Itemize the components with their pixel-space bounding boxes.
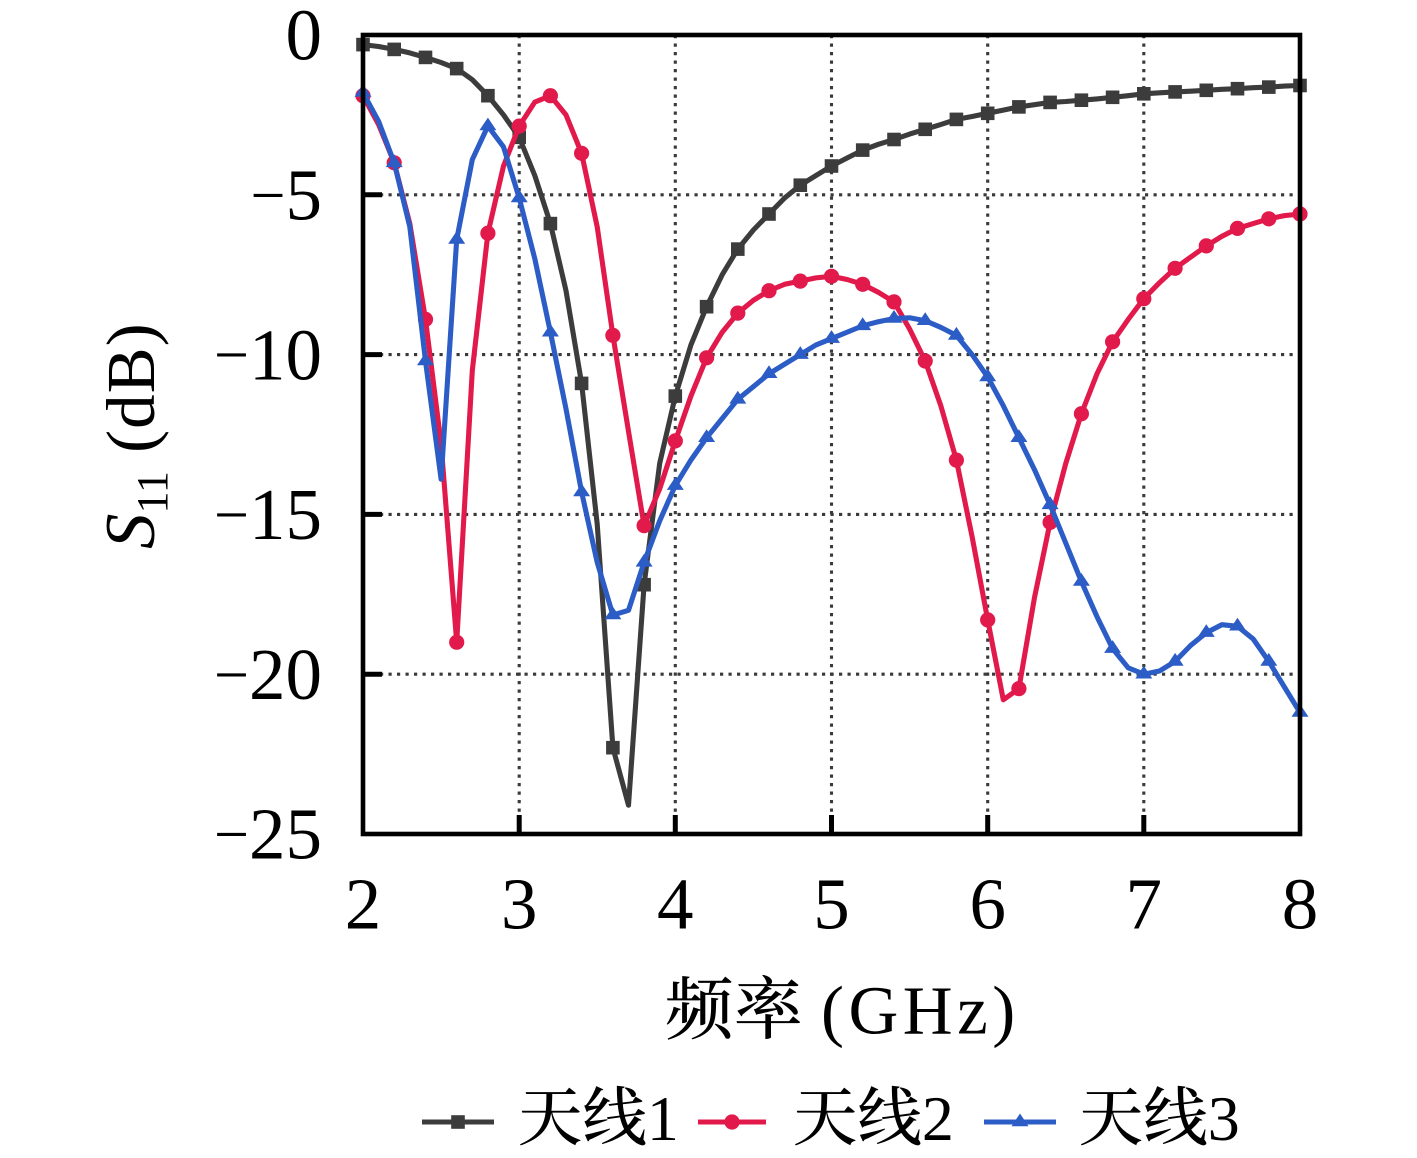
svg-text:−25: −25 [214,794,322,875]
svg-text:2: 2 [922,1083,954,1154]
svg-text:3: 3 [501,864,538,945]
svg-text:3: 3 [1208,1083,1240,1154]
svg-text:1: 1 [647,1083,679,1154]
svg-text:S11 (dB): S11 (dB) [92,322,177,549]
svg-text:0: 0 [286,0,323,76]
svg-text:−20: −20 [214,634,322,715]
svg-text:5: 5 [813,864,850,945]
svg-text:(GHz): (GHz) [821,973,1020,1049]
svg-text:8: 8 [1282,864,1319,945]
svg-text:−15: −15 [214,474,322,555]
svg-text:6: 6 [969,864,1006,945]
svg-text:4: 4 [657,864,694,945]
svg-text:7: 7 [1126,864,1163,945]
svg-text:−5: −5 [251,155,322,236]
svg-text:−10: −10 [214,314,322,395]
svg-text:2: 2 [345,864,382,945]
